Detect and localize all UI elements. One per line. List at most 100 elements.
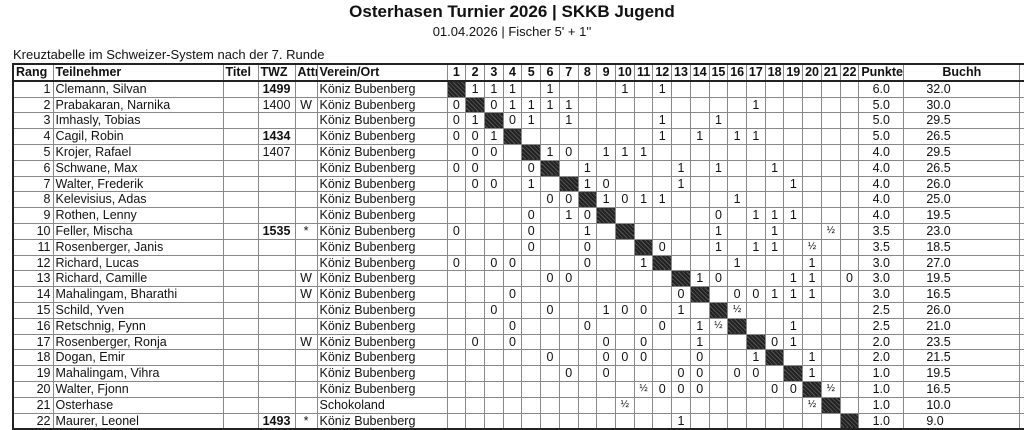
verein-cell: Köniz Bubenberg bbox=[316, 349, 448, 367]
self-cell bbox=[802, 380, 822, 398]
self-cell bbox=[708, 301, 729, 319]
table-row: 14 Mahalingam, Bharathi W Köniz Bubenberg 0 0… bbox=[12, 286, 1024, 303]
verein-cell: Köniz Bubenberg bbox=[316, 207, 448, 224]
buchh-cell: 16.5 bbox=[903, 286, 1021, 303]
result-cell bbox=[614, 128, 635, 145]
rang-cell: 14 bbox=[12, 286, 54, 303]
blank-cell bbox=[1019, 159, 1024, 177]
result-cell bbox=[820, 365, 841, 382]
result-cell bbox=[652, 333, 673, 351]
result-cell bbox=[465, 396, 485, 414]
attr-cell: W bbox=[294, 270, 318, 288]
result-cell: 1 bbox=[652, 112, 673, 130]
result-cell: 1 bbox=[689, 333, 710, 351]
result-cell bbox=[614, 207, 635, 224]
buchh-cell: 19.5 bbox=[903, 365, 1021, 382]
header-teilnehmer: Teilnehmer bbox=[52, 63, 224, 82]
twz-cell bbox=[257, 270, 296, 288]
table-row: 22 Maurer, Leonel 1493 * Köniz Bubenberg 1 1.0… bbox=[12, 412, 1024, 430]
result-cell bbox=[746, 412, 766, 430]
result-cell bbox=[708, 365, 729, 382]
attr-cell bbox=[294, 112, 318, 130]
verein-cell: Köniz Bubenberg bbox=[316, 365, 448, 382]
result-cell bbox=[577, 112, 598, 130]
result-cell bbox=[596, 112, 616, 130]
result-cell: 0 bbox=[483, 301, 504, 319]
result-cell bbox=[596, 270, 616, 288]
result-cell bbox=[727, 159, 747, 177]
result-cell bbox=[633, 286, 654, 303]
result-cell bbox=[783, 80, 804, 98]
result-cell bbox=[783, 412, 804, 430]
result-cell: 0 bbox=[577, 238, 598, 256]
twz-cell bbox=[257, 238, 296, 256]
rang-cell: 21 bbox=[12, 396, 54, 414]
result-cell bbox=[465, 412, 485, 430]
header-opponent-2: 2 bbox=[465, 63, 485, 82]
crosstable: RangTeilnehmerTitelTWZAttrVerein/Ort1234… bbox=[12, 63, 1024, 430]
blank-cell bbox=[1019, 349, 1024, 367]
result-cell bbox=[671, 349, 691, 367]
result-cell bbox=[502, 270, 523, 288]
header-blank bbox=[1019, 63, 1024, 82]
result-cell bbox=[746, 80, 766, 98]
result-cell: 0 bbox=[465, 128, 485, 145]
result-cell bbox=[577, 128, 598, 145]
result-cell bbox=[671, 333, 691, 351]
header-opponent-12: 12 bbox=[652, 63, 673, 82]
result-cell bbox=[802, 159, 822, 177]
result-cell: 0 bbox=[746, 286, 766, 303]
result-cell bbox=[764, 128, 785, 145]
table-row: 2 Prabakaran, Narnika 1400 W Köniz Bubenberg… bbox=[12, 96, 1024, 114]
table-row: 1 Clemann, Silvan 1499 Köniz Bubenberg 1 1 1 1 1… bbox=[12, 80, 1024, 98]
result-cell bbox=[820, 317, 841, 335]
result-cell: 1 bbox=[465, 112, 485, 130]
result-cell bbox=[502, 365, 523, 382]
titel-cell bbox=[222, 365, 259, 382]
blank-cell bbox=[1019, 270, 1024, 288]
result-cell: 1 bbox=[764, 207, 785, 224]
blank-cell bbox=[1019, 128, 1024, 145]
result-cell bbox=[746, 301, 766, 319]
result-cell bbox=[727, 270, 747, 288]
result-cell bbox=[577, 301, 598, 319]
result-cell: 1 bbox=[652, 191, 673, 209]
result-cell bbox=[727, 207, 747, 224]
verein-cell: Köniz Bubenberg bbox=[316, 380, 448, 398]
attr-cell bbox=[294, 301, 318, 319]
punkte-cell: 1.0 bbox=[858, 365, 905, 382]
result-cell: 0 bbox=[596, 333, 616, 351]
result-cell: 0 bbox=[708, 207, 729, 224]
result-cell bbox=[446, 238, 467, 256]
punkte-cell: 3.5 bbox=[858, 238, 905, 256]
result-cell bbox=[727, 80, 747, 98]
result-cell: 1 bbox=[783, 207, 804, 224]
self-cell bbox=[839, 412, 860, 430]
result-cell: 0 bbox=[614, 349, 635, 367]
result-cell: 0 bbox=[727, 286, 747, 303]
header-twz: TWZ bbox=[257, 63, 296, 82]
result-cell bbox=[465, 191, 485, 209]
result-cell bbox=[596, 380, 616, 398]
result-cell bbox=[764, 143, 785, 161]
punkte-cell: 5.0 bbox=[858, 96, 905, 114]
result-cell bbox=[614, 254, 635, 272]
punkte-cell: 4.0 bbox=[858, 143, 905, 161]
result-cell bbox=[540, 333, 560, 351]
result-cell bbox=[820, 175, 841, 193]
header-verein: Verein/Ort bbox=[316, 63, 448, 82]
result-cell: 1 bbox=[802, 286, 822, 303]
result-cell bbox=[521, 349, 542, 367]
result-cell bbox=[727, 222, 747, 240]
blank-cell bbox=[1019, 412, 1024, 430]
result-cell bbox=[596, 96, 616, 114]
result-cell: 0 bbox=[596, 349, 616, 367]
result-cell bbox=[596, 80, 616, 98]
punkte-cell: 2.5 bbox=[858, 317, 905, 335]
twz-cell bbox=[257, 159, 296, 177]
result-cell bbox=[446, 175, 467, 193]
result-cell: 0 bbox=[502, 333, 523, 351]
attr-cell bbox=[294, 128, 318, 145]
result-cell bbox=[446, 143, 467, 161]
punkte-cell: 1.0 bbox=[858, 380, 905, 398]
